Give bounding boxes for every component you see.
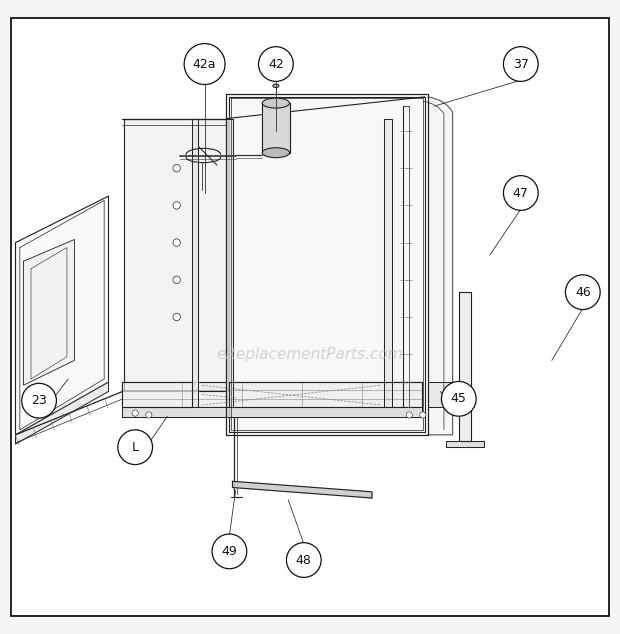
Text: 42: 42 [268, 58, 284, 70]
PathPatch shape [428, 97, 453, 435]
Polygon shape [428, 382, 453, 407]
Text: 46: 46 [575, 286, 591, 299]
Circle shape [503, 47, 538, 81]
Circle shape [286, 543, 321, 578]
Text: 49: 49 [221, 545, 237, 558]
Polygon shape [16, 196, 108, 435]
Text: eReplacementParts.com: eReplacementParts.com [216, 347, 404, 362]
Circle shape [259, 47, 293, 81]
Polygon shape [232, 481, 372, 498]
Text: 47: 47 [513, 186, 529, 200]
Circle shape [406, 412, 412, 418]
Text: 23: 23 [31, 394, 47, 407]
Text: 45: 45 [451, 392, 467, 405]
Polygon shape [122, 382, 422, 407]
Ellipse shape [262, 98, 290, 108]
Circle shape [503, 176, 538, 210]
Text: 48: 48 [296, 553, 312, 567]
Circle shape [173, 239, 180, 247]
Polygon shape [229, 97, 425, 432]
Polygon shape [446, 441, 484, 447]
Circle shape [173, 313, 180, 321]
Circle shape [173, 164, 180, 172]
Polygon shape [124, 119, 228, 391]
Polygon shape [192, 119, 198, 407]
Circle shape [173, 202, 180, 209]
Polygon shape [122, 407, 422, 417]
Polygon shape [226, 119, 232, 407]
Polygon shape [229, 382, 422, 407]
Text: L: L [131, 441, 139, 454]
Polygon shape [262, 103, 290, 153]
Circle shape [22, 384, 56, 418]
Circle shape [441, 382, 476, 416]
Circle shape [132, 410, 138, 416]
Circle shape [420, 412, 426, 418]
Circle shape [173, 276, 180, 283]
Polygon shape [122, 382, 192, 407]
Circle shape [184, 44, 225, 84]
Polygon shape [384, 119, 392, 407]
Polygon shape [16, 382, 108, 444]
Circle shape [565, 275, 600, 309]
Circle shape [118, 430, 153, 465]
Polygon shape [24, 240, 74, 385]
Polygon shape [459, 292, 471, 441]
Circle shape [146, 412, 152, 418]
Text: 42a: 42a [193, 58, 216, 70]
Ellipse shape [262, 148, 290, 158]
Ellipse shape [273, 84, 279, 87]
Text: 37: 37 [513, 58, 529, 70]
Circle shape [212, 534, 247, 569]
